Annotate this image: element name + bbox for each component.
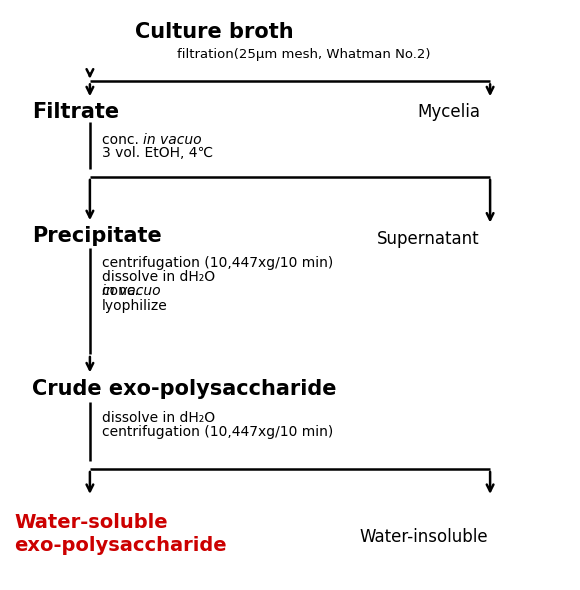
Text: Mycelia: Mycelia [418, 103, 481, 121]
Text: filtration(25μm mesh, Whatman No.2): filtration(25μm mesh, Whatman No.2) [177, 48, 430, 61]
Text: in vacuo: in vacuo [143, 133, 202, 148]
Text: Water-insoluble: Water-insoluble [360, 528, 488, 546]
Text: Filtrate: Filtrate [32, 102, 119, 122]
Text: Water-soluble
exo-polysaccharide: Water-soluble exo-polysaccharide [14, 513, 227, 555]
Text: Supernatant: Supernatant [377, 230, 480, 248]
Text: dissolve in dH₂O: dissolve in dH₂O [102, 411, 215, 425]
Text: centrifugation (10,447xg/10 min): centrifugation (10,447xg/10 min) [102, 256, 333, 270]
Text: 3 vol. EtOH, 4℃: 3 vol. EtOH, 4℃ [102, 146, 213, 160]
Text: Culture broth: Culture broth [135, 22, 294, 42]
Text: lyophilize: lyophilize [102, 299, 167, 313]
Text: centrifugation (10,447xg/10 min): centrifugation (10,447xg/10 min) [102, 425, 333, 439]
Text: dissolve in dH₂O: dissolve in dH₂O [102, 270, 215, 284]
Text: Crude exo-polysaccharide: Crude exo-polysaccharide [32, 379, 336, 399]
Text: conc.: conc. [102, 133, 143, 148]
Text: conc.: conc. [102, 284, 143, 299]
Text: in vacuo: in vacuo [102, 284, 160, 299]
Text: Precipitate: Precipitate [32, 226, 162, 246]
